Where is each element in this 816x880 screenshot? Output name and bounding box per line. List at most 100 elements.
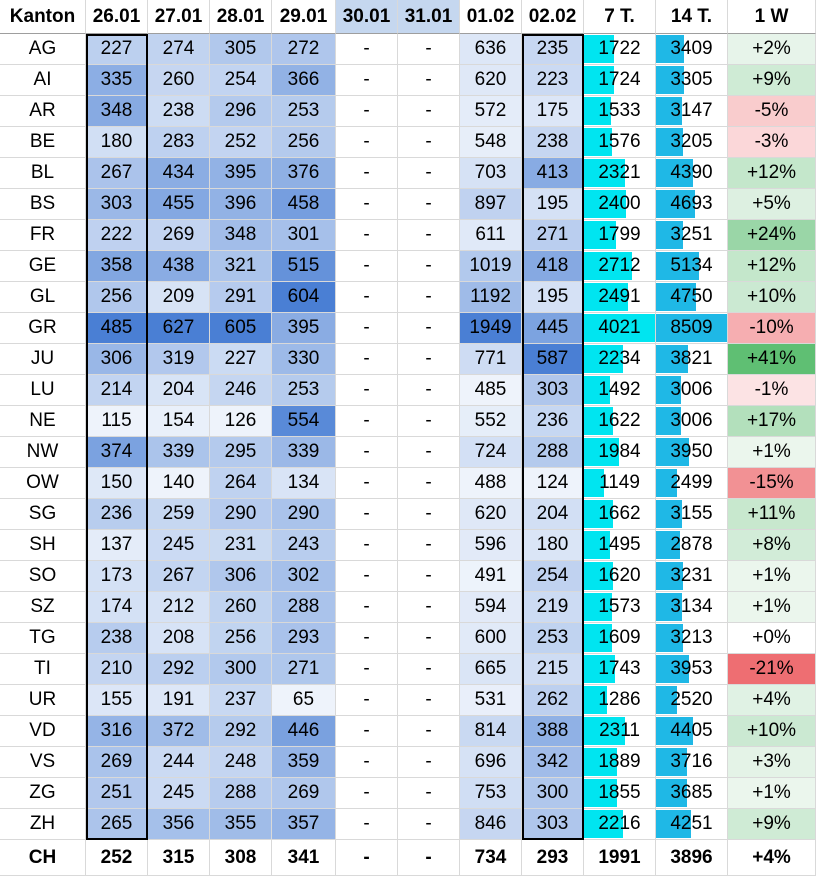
- header-cell: Kanton: [0, 0, 86, 34]
- day-value: 605: [210, 313, 272, 344]
- week-change: +41%: [728, 344, 816, 375]
- day-value: 548: [460, 127, 522, 158]
- week-change: +0%: [728, 623, 816, 654]
- day-value: 636: [460, 34, 522, 65]
- day-value: -: [336, 840, 398, 876]
- seven-day-total: 1743: [584, 654, 656, 685]
- day-value: 65: [272, 685, 336, 716]
- day-value: 260: [148, 65, 210, 96]
- day-value: 154: [148, 406, 210, 437]
- day-value: -: [336, 592, 398, 623]
- day-value: -: [398, 747, 460, 778]
- fourteen-day-total: 4390: [656, 158, 728, 189]
- day-value: 256: [86, 282, 148, 313]
- total-bar: [584, 221, 616, 249]
- day-value: 846: [460, 809, 522, 840]
- day-value: 330: [272, 344, 336, 375]
- fourteen-day-total: 3205: [656, 127, 728, 158]
- day-value: -: [398, 344, 460, 375]
- total-bar: [584, 97, 612, 125]
- day-value: 665: [460, 654, 522, 685]
- day-value: 254: [522, 561, 584, 592]
- total-value: 1620: [598, 565, 641, 586]
- week-change: +10%: [728, 282, 816, 313]
- total-value: 1573: [598, 596, 641, 617]
- day-value: 358: [86, 251, 148, 282]
- day-value: -: [398, 530, 460, 561]
- kanton-label: UR: [0, 685, 86, 716]
- day-value: 292: [210, 716, 272, 747]
- header-cell: 1 W: [728, 0, 816, 34]
- day-value: 627: [148, 313, 210, 344]
- header-cell: 29.01: [272, 0, 336, 34]
- day-value: 180: [522, 530, 584, 561]
- total-bar: [584, 438, 620, 466]
- day-value: -: [336, 220, 398, 251]
- week-change: +8%: [728, 530, 816, 561]
- total-bar: [584, 624, 613, 652]
- total-value: 2712: [598, 255, 641, 276]
- total-value: 3134: [670, 596, 713, 617]
- kanton-label: TI: [0, 654, 86, 685]
- day-value: 372: [148, 716, 210, 747]
- day-value: -: [398, 654, 460, 685]
- week-change: -10%: [728, 313, 816, 344]
- header-cell: 26.01: [86, 0, 148, 34]
- day-value: -: [336, 530, 398, 561]
- day-value: 305: [210, 34, 272, 65]
- seven-day-total: 2712: [584, 251, 656, 282]
- day-value: 215: [522, 654, 584, 685]
- day-value: 267: [148, 561, 210, 592]
- day-value: -: [398, 251, 460, 282]
- total-value: 3409: [670, 38, 713, 59]
- seven-day-total: 1609: [584, 623, 656, 654]
- total-value: 1609: [598, 627, 641, 648]
- day-value: -: [336, 809, 398, 840]
- fourteen-day-total: 3950: [656, 437, 728, 468]
- day-value: 214: [86, 375, 148, 406]
- day-value: 272: [272, 34, 336, 65]
- day-value: 374: [86, 437, 148, 468]
- day-value: -: [398, 96, 460, 127]
- day-value: 306: [210, 561, 272, 592]
- day-value: 243: [272, 530, 336, 561]
- week-change: +24%: [728, 220, 816, 251]
- total-bar: [584, 345, 624, 373]
- day-value: 348: [210, 220, 272, 251]
- day-value: 288: [272, 592, 336, 623]
- total-bar: [584, 159, 625, 187]
- header-cell: 28.01: [210, 0, 272, 34]
- day-value: -: [398, 406, 460, 437]
- fourteen-day-total: 3953: [656, 654, 728, 685]
- total-value: 2878: [670, 534, 713, 555]
- total-value: 1984: [598, 441, 641, 462]
- day-value: 515: [272, 251, 336, 282]
- kanton-label: VD: [0, 716, 86, 747]
- day-value: 455: [148, 189, 210, 220]
- day-value: 359: [272, 747, 336, 778]
- day-value: 587: [522, 344, 584, 375]
- day-value: 252: [210, 127, 272, 158]
- day-value: 348: [86, 96, 148, 127]
- total-bar: [584, 283, 628, 311]
- day-value: 246: [210, 375, 272, 406]
- total-value: 3251: [670, 224, 713, 245]
- total-bar: [584, 748, 618, 776]
- seven-day-total: 1573: [584, 592, 656, 623]
- day-value: 703: [460, 158, 522, 189]
- total-bar: [656, 159, 693, 187]
- day-value: 491: [460, 561, 522, 592]
- kanton-label: GL: [0, 282, 86, 313]
- kanton-label: SZ: [0, 592, 86, 623]
- day-value: -: [398, 716, 460, 747]
- kanton-label: AI: [0, 65, 86, 96]
- day-value: -: [336, 158, 398, 189]
- total-value: 2311: [599, 720, 640, 741]
- total-bar: [656, 562, 683, 590]
- day-value: -: [336, 282, 398, 313]
- total-value: 3716: [670, 751, 713, 772]
- day-value: -: [398, 158, 460, 189]
- week-change: +1%: [728, 437, 816, 468]
- day-value: 342: [522, 747, 584, 778]
- seven-day-total: 2216: [584, 809, 656, 840]
